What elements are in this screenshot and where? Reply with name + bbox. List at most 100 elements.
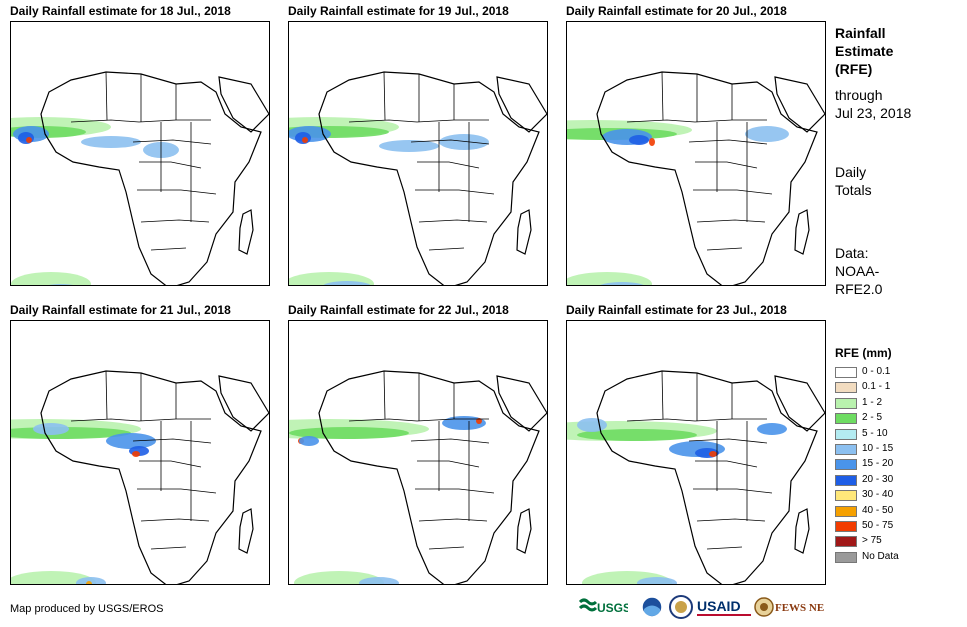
rainfall-map xyxy=(10,21,270,286)
rainfall-area xyxy=(359,577,399,584)
dos-seal-logo xyxy=(668,594,694,622)
legend-swatch xyxy=(835,413,857,425)
rainfall-area xyxy=(323,281,371,285)
fewsnet-text: FEWS NET xyxy=(775,602,824,614)
legend-label: 2 - 5 xyxy=(862,412,883,424)
map-svg xyxy=(567,370,825,584)
rainfall-area xyxy=(442,416,486,430)
country-border xyxy=(105,370,108,420)
madagascar-coastline xyxy=(794,508,810,554)
rainfall-area xyxy=(302,137,308,143)
map-svg xyxy=(11,370,269,584)
panel-1: Daily Rainfall estimate for 18 Jul., 201… xyxy=(10,4,270,286)
country-border xyxy=(417,460,480,468)
country-border xyxy=(137,488,217,494)
legend-item: 0 - 0.1 xyxy=(835,366,955,379)
panel-title: Daily Rainfall estimate for 23 Jul., 201… xyxy=(566,303,787,317)
rainfall-area xyxy=(106,433,156,449)
legend-label: 30 - 40 xyxy=(862,489,894,501)
country-border xyxy=(410,438,490,444)
legend-item: 0.1 - 1 xyxy=(835,381,955,394)
country-border xyxy=(140,518,210,522)
legend-label: 1 - 2 xyxy=(862,396,883,408)
africa-coastline xyxy=(40,71,262,285)
madagascar-coastline xyxy=(238,508,254,554)
panel-3: Daily Rainfall estimate for 20 Jul., 201… xyxy=(566,4,826,286)
africa-coastline xyxy=(318,370,540,584)
legend-swatch xyxy=(835,490,857,502)
rainfall-area xyxy=(629,135,649,145)
country-border xyxy=(383,71,386,121)
legend-label: 40 - 50 xyxy=(862,504,894,516)
country-border xyxy=(688,139,768,145)
rainfall-area xyxy=(132,451,140,457)
country-border xyxy=(693,488,773,494)
rainfall-map xyxy=(566,320,826,585)
rainfall-map xyxy=(566,21,826,286)
through-date: through Jul 23, 2018 xyxy=(835,87,912,121)
panel-6: Daily Rainfall estimate for 23 Jul., 201… xyxy=(566,303,826,585)
legend-label: 50 - 75 xyxy=(862,520,894,531)
legend-item: 5 - 10 xyxy=(835,427,955,441)
country-border xyxy=(70,418,211,422)
country-border xyxy=(105,71,108,121)
country-border xyxy=(693,189,773,195)
rainfall-area xyxy=(299,436,319,446)
country-border xyxy=(140,219,210,223)
legend-swatch xyxy=(835,521,857,532)
country-border xyxy=(706,247,743,251)
map-svg xyxy=(11,71,269,285)
country-border xyxy=(626,418,767,422)
arabia-coastline xyxy=(218,375,269,432)
map-svg xyxy=(289,71,547,285)
country-border xyxy=(132,438,212,444)
map-svg xyxy=(567,71,825,285)
legend-swatch xyxy=(835,536,857,548)
rainfall-area xyxy=(745,126,789,142)
country-border xyxy=(418,518,488,522)
legend-label: 5 - 10 xyxy=(862,427,888,439)
legend-swatch xyxy=(835,459,857,471)
legend-label: 15 - 20 xyxy=(862,458,894,470)
usaid-logo: USAID xyxy=(696,594,754,622)
panel-title: Daily Rainfall estimate for 22 Jul., 201… xyxy=(288,303,509,317)
rainfall-area xyxy=(48,284,74,285)
legend-swatch xyxy=(835,367,857,378)
country-border xyxy=(137,189,217,195)
legend-item: 10 - 15 xyxy=(835,443,955,456)
country-border xyxy=(688,438,768,444)
legend-item: 50 - 75 xyxy=(835,520,955,533)
rainfall-area xyxy=(81,136,141,148)
country-border xyxy=(415,189,495,195)
legend-label: 0.1 - 1 xyxy=(862,381,891,393)
rainfall-area xyxy=(76,577,106,584)
credit-text: Map produced by USGS/EROS xyxy=(10,603,164,615)
country-border xyxy=(661,370,664,420)
map-svg xyxy=(289,370,547,584)
rainfall-map xyxy=(288,320,548,585)
legend-item: 40 - 50 xyxy=(835,504,955,518)
rainfall-area xyxy=(476,418,482,424)
panel-2: Daily Rainfall estimate for 19 Jul., 201… xyxy=(288,4,548,286)
legend-label: 0 - 0.1 xyxy=(862,366,891,377)
country-border xyxy=(428,546,465,550)
africa-coastline xyxy=(318,71,540,285)
panel-title: Daily Rainfall estimate for 20 Jul., 201… xyxy=(566,4,787,18)
rfe-heading: Rainfall Estimate (RFE) xyxy=(835,25,894,77)
legend-label: No Data xyxy=(862,550,899,562)
rainfall-area xyxy=(577,418,607,432)
legend-label: 20 - 30 xyxy=(862,473,894,485)
rainfall-area xyxy=(11,272,91,285)
panel-title: Daily Rainfall estimate for 18 Jul., 201… xyxy=(10,4,231,18)
rainfall-area xyxy=(26,137,32,143)
usgs-logo: USGS xyxy=(578,594,631,622)
rainfall-area xyxy=(577,429,697,441)
country-border xyxy=(348,418,489,422)
rainfall-area xyxy=(289,427,409,439)
country-border xyxy=(415,488,495,494)
madagascar-coastline xyxy=(238,209,254,255)
legend-title: RFE (mm) xyxy=(835,346,892,360)
country-border xyxy=(410,139,490,145)
data-source: Data: NOAA- RFE2.0 xyxy=(835,245,883,297)
legend-swatch xyxy=(835,382,857,394)
